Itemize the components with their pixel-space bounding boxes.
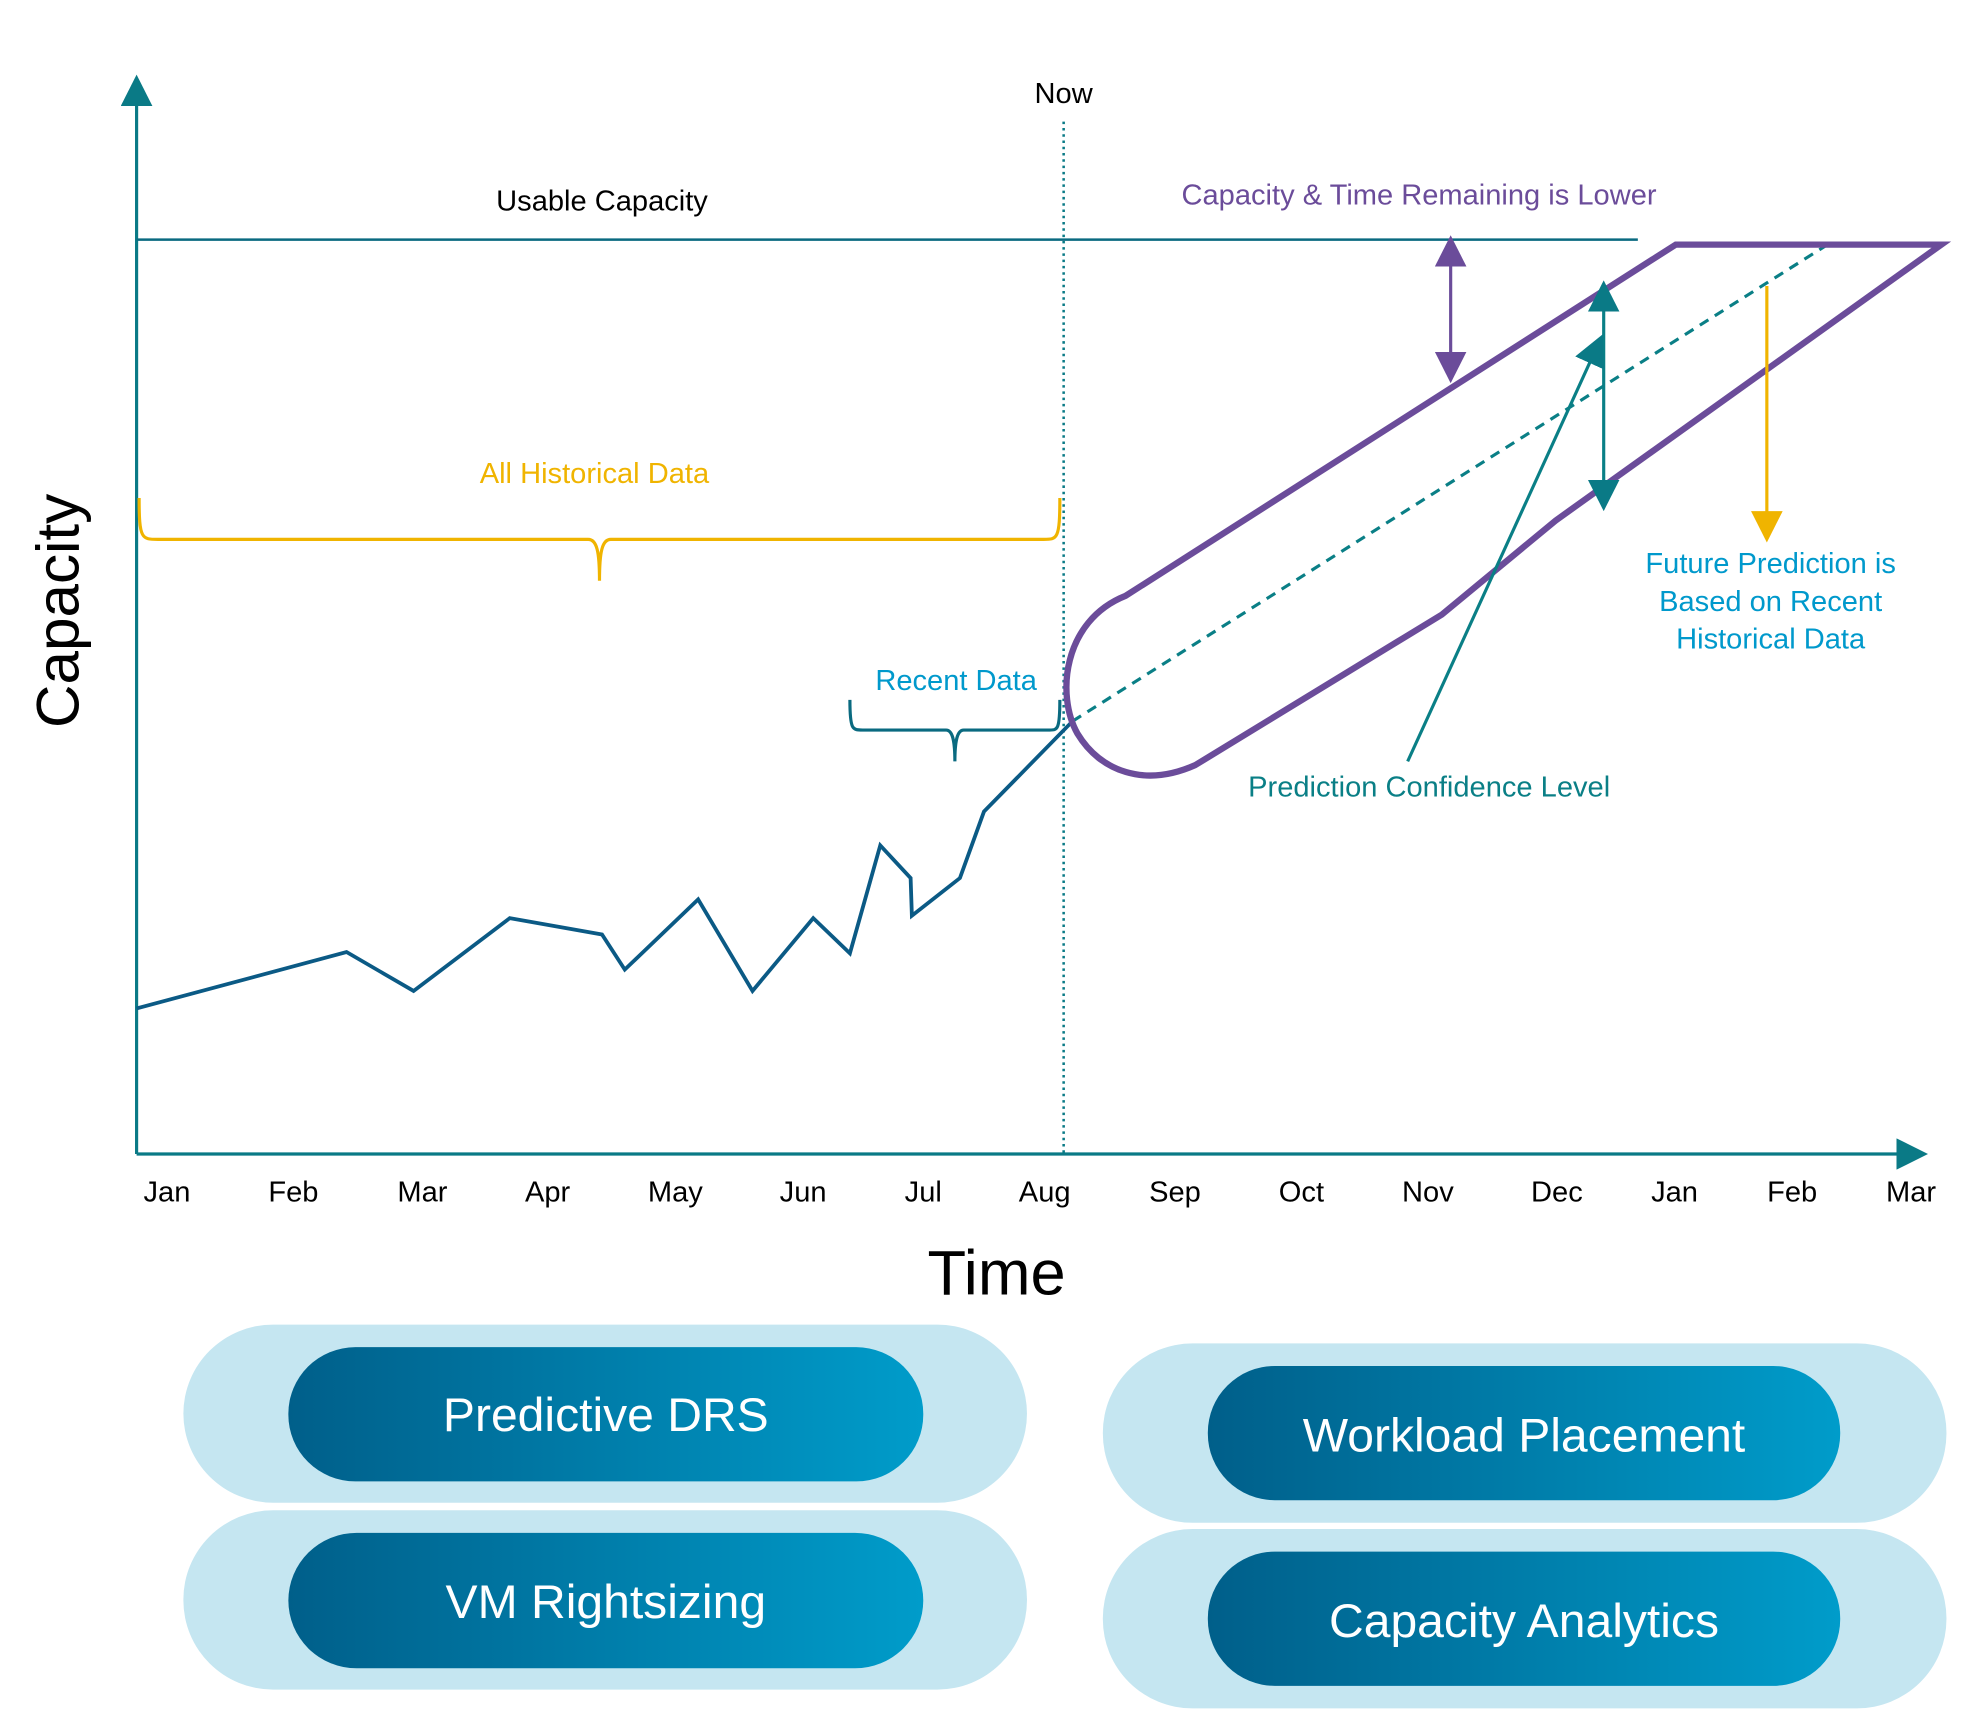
future-prediction-label: Future Prediction is Based on Recent His… bbox=[1645, 548, 1895, 655]
prediction-trend-line bbox=[1071, 243, 1829, 723]
recent-data-label: Recent Data bbox=[875, 665, 1038, 697]
feature-capacity-analytics[interactable]: Capacity Analytics bbox=[1102, 1529, 1947, 1709]
future-prediction-line-2: Based on Recent bbox=[1659, 586, 1882, 618]
x-axis-label: Time bbox=[928, 1239, 1066, 1309]
confidence-pointer-arrow bbox=[1406, 334, 1604, 763]
feature-label: Predictive DRS bbox=[443, 1389, 769, 1442]
confidence-label: Prediction Confidence Level bbox=[1248, 772, 1610, 804]
month-label: May bbox=[648, 1177, 703, 1209]
month-label: Jun bbox=[780, 1177, 827, 1209]
month-label: Feb bbox=[268, 1177, 318, 1209]
usable-capacity-label: Usable Capacity bbox=[496, 186, 708, 218]
feature-label: Capacity Analytics bbox=[1329, 1595, 1719, 1648]
month-label: Mar bbox=[397, 1177, 447, 1209]
all-historical-brace bbox=[137, 497, 1062, 581]
month-label: Sep bbox=[1149, 1177, 1201, 1209]
month-label: Mar bbox=[1886, 1177, 1936, 1209]
y-axis-label: Capacity bbox=[23, 493, 91, 728]
feature-label: Workload Placement bbox=[1303, 1409, 1746, 1462]
feature-label: VM Rightsizing bbox=[446, 1576, 766, 1629]
feature-vm-rightsizing[interactable]: VM Rightsizing bbox=[183, 1510, 1027, 1690]
recent-data-brace bbox=[848, 699, 1062, 762]
future-prediction-line-3: Historical Data bbox=[1676, 624, 1866, 656]
month-label: Jan bbox=[1651, 1177, 1698, 1209]
future-prediction-line-1: Future Prediction is bbox=[1645, 548, 1895, 580]
month-label: Dec bbox=[1531, 1177, 1583, 1209]
confidence-envelope bbox=[1063, 241, 1952, 779]
historical-data-line bbox=[136, 719, 1074, 1011]
feature-predictive-drs[interactable]: Predictive DRS bbox=[183, 1324, 1027, 1503]
month-label: Aug bbox=[1019, 1177, 1071, 1209]
all-historical-label: All Historical Data bbox=[480, 458, 710, 490]
month-label: Feb bbox=[1767, 1177, 1817, 1209]
month-label: Apr bbox=[525, 1177, 571, 1209]
month-tick-labels: Jan Feb Mar Apr May Jun Jul Aug Sep Oct Nov Dec Jan F… bbox=[144, 1177, 1937, 1209]
now-label: Now bbox=[1035, 78, 1093, 110]
month-label: Oct bbox=[1279, 1177, 1324, 1209]
feature-workload-placement[interactable]: Workload Placement bbox=[1102, 1343, 1947, 1523]
capacity-time-lower-label: Capacity & Time Remaining is Lower bbox=[1182, 180, 1657, 212]
month-label: Nov bbox=[1402, 1177, 1454, 1209]
month-label: Jan bbox=[144, 1177, 191, 1209]
month-label: Jul bbox=[905, 1177, 942, 1209]
